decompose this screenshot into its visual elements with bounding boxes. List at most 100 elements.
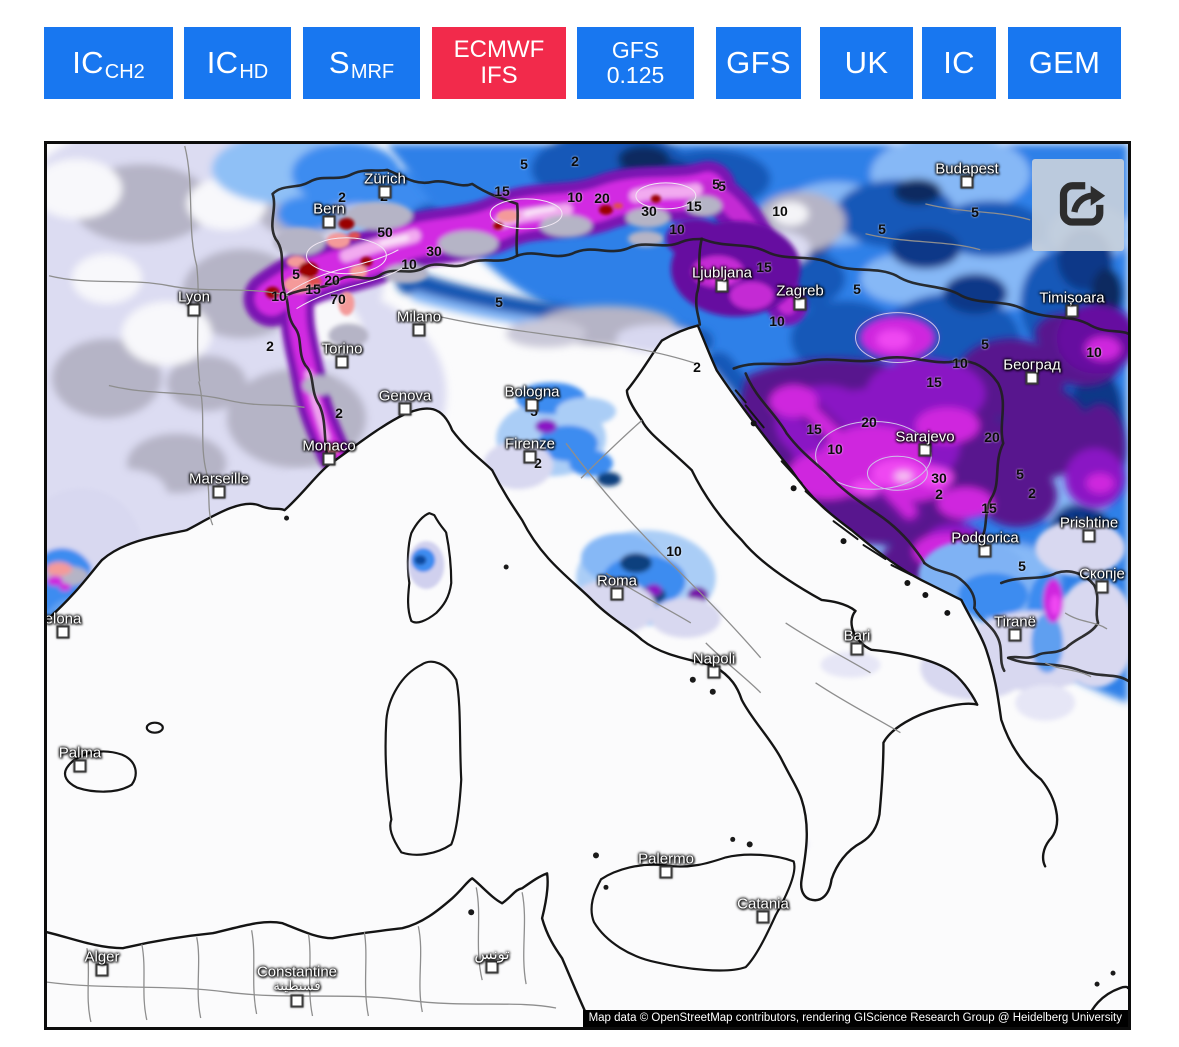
contour-label: 15 bbox=[756, 259, 772, 275]
contour-label: 10 bbox=[567, 189, 583, 205]
city-label: Lyon bbox=[178, 288, 210, 306]
city-marker bbox=[707, 665, 721, 679]
map-attribution: Map data © OpenStreetMap contributors, r… bbox=[582, 1010, 1128, 1027]
city-marker bbox=[73, 759, 87, 773]
city-label: Genova bbox=[378, 387, 432, 405]
city-label: Catania bbox=[737, 895, 789, 913]
share-icon bbox=[1049, 174, 1107, 237]
model-tab-gfs[interactable]: GFS bbox=[716, 27, 801, 99]
contour-label: 2 bbox=[571, 153, 579, 169]
city-marker bbox=[56, 625, 70, 639]
contour-label: 5 bbox=[292, 266, 300, 282]
contour-label: 2 bbox=[1028, 485, 1036, 501]
model-tab-s-mrf[interactable]: S MRF bbox=[303, 27, 420, 99]
city-label: Firenze bbox=[504, 435, 556, 453]
city-marker bbox=[610, 587, 624, 601]
contour-label: 15 bbox=[686, 198, 702, 214]
contour-label: 2 bbox=[266, 338, 274, 354]
contour-label: 5 bbox=[878, 221, 886, 237]
model-tab-gem[interactable]: GEM bbox=[1008, 27, 1121, 99]
city-marker bbox=[212, 485, 226, 499]
city-label: Palermo bbox=[638, 850, 694, 868]
contour-label: 20 bbox=[984, 429, 1000, 445]
city-label: Zürich bbox=[364, 170, 406, 188]
city-marker bbox=[960, 175, 974, 189]
contour-label: 30 bbox=[641, 203, 657, 219]
city-label: Tiranë bbox=[994, 613, 1036, 631]
contour-label: 15 bbox=[806, 421, 822, 437]
contour-label: 15 bbox=[494, 183, 510, 199]
city-marker bbox=[335, 355, 349, 369]
city-label: Podgorica bbox=[951, 529, 1019, 547]
contour-label: 2 bbox=[335, 405, 343, 421]
city-label: Marseille bbox=[188, 470, 250, 488]
city-marker bbox=[1008, 628, 1022, 642]
city-marker bbox=[412, 323, 426, 337]
contour-label: 20 bbox=[594, 190, 610, 206]
city-marker bbox=[756, 910, 770, 924]
city-marker bbox=[850, 642, 864, 656]
map-frame: Zürich Bern Lyon Milano Torino Genova Monaco Bo… bbox=[44, 141, 1131, 1030]
contour-label: 10 bbox=[401, 256, 417, 272]
model-tab-ic-ch2[interactable]: IC CH2 bbox=[44, 27, 173, 99]
contour-label: 20 bbox=[861, 414, 877, 430]
city-marker bbox=[659, 865, 673, 879]
city-label: Roma bbox=[596, 572, 638, 590]
city-marker bbox=[378, 185, 392, 199]
city-marker bbox=[398, 402, 412, 416]
contour-label: 15 bbox=[981, 500, 997, 516]
city-label: elona bbox=[47, 610, 82, 628]
share-button[interactable] bbox=[1032, 159, 1124, 251]
model-tab-gfs-0125[interactable]: GFS 0.125 bbox=[577, 27, 694, 99]
contour-label: 5 bbox=[853, 281, 861, 297]
contour-label: 5 bbox=[520, 156, 528, 172]
city-label: Београд bbox=[1003, 356, 1061, 374]
city-sublabel: قسنطينة bbox=[273, 978, 321, 993]
city-marker bbox=[1095, 580, 1109, 594]
model-tab-uk[interactable]: UK bbox=[820, 27, 913, 99]
city-marker bbox=[187, 303, 201, 317]
contour-label: 5 bbox=[495, 294, 503, 310]
contour-label: 5 bbox=[718, 178, 726, 194]
city-label: Monaco bbox=[302, 437, 356, 455]
contour-label: 10 bbox=[669, 221, 685, 237]
contour-label: 5 bbox=[971, 204, 979, 220]
city-label: Prishtine bbox=[1059, 514, 1119, 532]
city-label: Sarajevo bbox=[895, 428, 955, 446]
city-marker bbox=[525, 398, 539, 412]
weather-map[interactable]: Zürich Bern Lyon Milano Torino Genova Monaco Bo… bbox=[47, 144, 1128, 1027]
contour-label: 30 bbox=[931, 470, 947, 486]
contour-label: 5 bbox=[1018, 558, 1026, 574]
contour-label: 5 bbox=[981, 336, 989, 352]
city-label: Constantine bbox=[256, 963, 338, 981]
city-label: تونس bbox=[474, 946, 510, 963]
city-label: Budapest bbox=[935, 160, 999, 178]
city-label: Napoli bbox=[692, 650, 736, 668]
city-marker bbox=[918, 443, 932, 457]
contour-label: 15 bbox=[305, 281, 321, 297]
contour-label: 2 bbox=[338, 189, 346, 205]
city-marker bbox=[978, 544, 992, 558]
city-label: Milano bbox=[396, 308, 442, 326]
contour-label: 5 bbox=[1016, 466, 1024, 482]
contour-label: 10 bbox=[952, 355, 968, 371]
model-tab-ic[interactable]: IC bbox=[922, 27, 996, 99]
contour-label: 10 bbox=[271, 288, 287, 304]
contour-label: 20 bbox=[324, 272, 340, 288]
city-label: Bern bbox=[313, 200, 345, 218]
contour-label: 10 bbox=[772, 203, 788, 219]
contour-label: 15 bbox=[926, 374, 942, 390]
city-marker bbox=[793, 297, 807, 311]
city-marker bbox=[290, 994, 304, 1008]
city-label: Timișoara bbox=[1039, 289, 1105, 307]
city-label: Bologna bbox=[504, 383, 560, 401]
contour-label: 10 bbox=[827, 441, 843, 457]
city-label: Palma bbox=[58, 744, 102, 762]
model-tab-ic-hd[interactable]: IC HD bbox=[184, 27, 291, 99]
contour-label: 30 bbox=[426, 243, 442, 259]
contour-label: 70 bbox=[330, 291, 346, 307]
contour-label: 2 bbox=[534, 455, 542, 471]
city-marker bbox=[485, 960, 499, 974]
city-marker bbox=[95, 963, 109, 977]
model-tab-ecmwf-ifs[interactable]: ECMWF IFS bbox=[432, 27, 566, 99]
